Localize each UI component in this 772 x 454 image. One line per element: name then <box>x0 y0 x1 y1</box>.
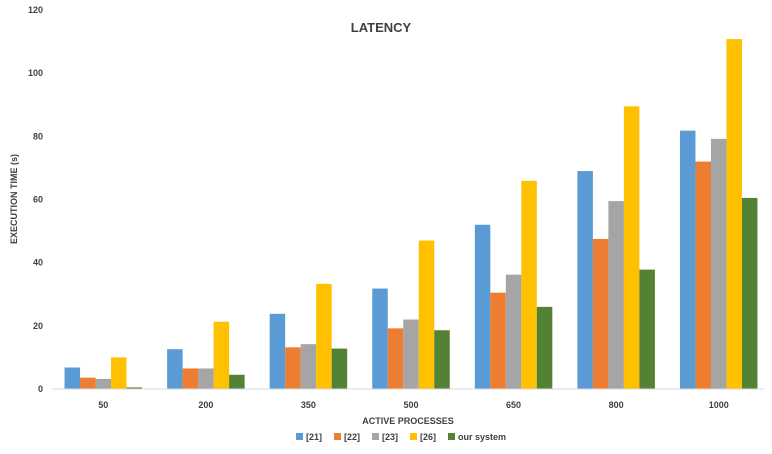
x-tick-label: 50 <box>98 400 108 410</box>
bar <box>639 269 655 389</box>
bar <box>608 201 624 389</box>
bar <box>331 348 348 389</box>
bar <box>316 283 332 389</box>
y-tick-label: 100 <box>28 68 43 78</box>
legend-swatch <box>410 433 417 440</box>
bar <box>695 161 711 389</box>
bar <box>80 377 96 389</box>
y-tick-label: 120 <box>28 5 43 15</box>
y-tick-label: 0 <box>38 384 43 394</box>
bar <box>536 306 553 389</box>
legend-label: [23] <box>382 432 398 442</box>
bar <box>387 328 404 389</box>
legend-label: [26] <box>420 432 436 442</box>
bar <box>726 39 742 389</box>
bar <box>592 238 609 389</box>
legend-swatch <box>448 433 455 440</box>
bar <box>167 349 183 389</box>
y-tick-label: 20 <box>33 321 43 331</box>
x-tick-label: 800 <box>609 400 624 410</box>
y-tick-label: 40 <box>33 258 43 268</box>
y-tick-label: 60 <box>33 195 43 205</box>
bar <box>490 292 506 389</box>
bar <box>126 387 143 389</box>
x-tick-label: 200 <box>198 400 213 410</box>
legend-label: [21] <box>306 432 322 442</box>
bar <box>577 171 593 389</box>
legend-label: our system <box>458 432 506 442</box>
bar <box>285 347 301 389</box>
x-tick-label: 500 <box>403 400 418 410</box>
x-axis-label: ACTIVE PROCESSES <box>362 416 454 426</box>
bar <box>182 368 199 389</box>
bars <box>64 39 758 390</box>
chart-title: LATENCY <box>351 20 412 35</box>
bar <box>300 344 317 389</box>
bar <box>229 374 245 389</box>
legend-label: [22] <box>344 432 360 442</box>
bar <box>741 197 758 389</box>
bar <box>213 321 230 389</box>
bar <box>505 274 522 389</box>
bar <box>198 368 214 389</box>
y-tick-label: 80 <box>33 131 43 141</box>
bar <box>372 288 388 389</box>
bar <box>434 330 450 389</box>
x-tick-label: 1000 <box>709 400 729 410</box>
y-axis-ticks: 0 20 40 60 80 100 120 <box>28 5 43 394</box>
bar <box>64 367 81 389</box>
legend-swatch <box>296 433 303 440</box>
bar <box>474 224 491 389</box>
legend-swatch <box>334 433 341 440</box>
bar <box>418 240 435 389</box>
bar <box>679 130 696 390</box>
x-axis-ticks: 50 200 350 500 650 800 1000 <box>98 400 728 410</box>
bar <box>521 180 537 389</box>
y-axis-label: EXECUTION TIME (s) <box>9 154 19 244</box>
x-tick-label: 350 <box>301 400 316 410</box>
legend: [21] [22] [23] [26] our system <box>296 432 506 442</box>
x-tick-label: 650 <box>506 400 521 410</box>
bar <box>269 313 286 389</box>
bar <box>95 378 112 389</box>
bar <box>403 319 419 389</box>
bar <box>111 357 127 389</box>
bar <box>623 106 640 390</box>
legend-swatch <box>372 433 379 440</box>
bar <box>710 138 727 389</box>
